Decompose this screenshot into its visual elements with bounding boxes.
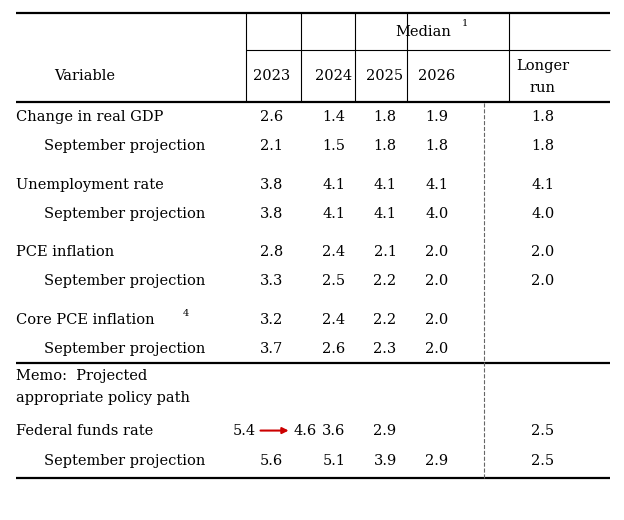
Text: 1.8: 1.8 xyxy=(531,110,555,124)
Text: September projection: September projection xyxy=(44,342,205,356)
Text: 2.0: 2.0 xyxy=(425,342,449,356)
Text: Change in real GDP: Change in real GDP xyxy=(16,110,163,124)
Text: 4.1: 4.1 xyxy=(426,178,448,191)
Text: 3.3: 3.3 xyxy=(260,275,283,288)
Text: 1.8: 1.8 xyxy=(373,139,397,153)
Text: 2.0: 2.0 xyxy=(425,245,449,259)
Text: 4.1: 4.1 xyxy=(374,178,396,191)
Text: 3.2: 3.2 xyxy=(260,313,283,327)
Text: September projection: September projection xyxy=(44,139,205,153)
Text: 1.8: 1.8 xyxy=(373,110,397,124)
Text: 4.1: 4.1 xyxy=(374,207,396,220)
Text: 4.1: 4.1 xyxy=(532,178,554,191)
Text: 2026: 2026 xyxy=(418,70,456,83)
Text: 3.8: 3.8 xyxy=(260,178,283,191)
Text: Longer: Longer xyxy=(516,59,570,73)
Text: 2025: 2025 xyxy=(366,70,404,83)
Text: 3.9: 3.9 xyxy=(373,454,397,467)
Text: 2.4: 2.4 xyxy=(322,245,346,259)
Text: 2.6: 2.6 xyxy=(322,342,346,356)
Text: September projection: September projection xyxy=(44,207,205,220)
Text: 4.0: 4.0 xyxy=(531,207,555,220)
Text: September projection: September projection xyxy=(44,275,205,288)
Text: 1.8: 1.8 xyxy=(425,139,449,153)
Text: 2.2: 2.2 xyxy=(373,275,397,288)
Text: 4.1: 4.1 xyxy=(323,207,345,220)
Text: 2.0: 2.0 xyxy=(425,313,449,327)
Text: 2024: 2024 xyxy=(315,70,353,83)
Text: 1.4: 1.4 xyxy=(323,110,345,124)
Text: 2.1: 2.1 xyxy=(374,245,396,259)
Text: 2.6: 2.6 xyxy=(260,110,283,124)
Text: 3.6: 3.6 xyxy=(322,424,346,437)
Text: 4.1: 4.1 xyxy=(323,178,345,191)
Text: Federal funds rate: Federal funds rate xyxy=(16,424,153,437)
Text: 1.9: 1.9 xyxy=(426,110,448,124)
Text: Memo:  Projected: Memo: Projected xyxy=(16,370,147,383)
Text: 3.8: 3.8 xyxy=(260,207,283,220)
Text: PCE inflation: PCE inflation xyxy=(16,245,114,259)
Text: 5.6: 5.6 xyxy=(260,454,283,467)
Text: 2.1: 2.1 xyxy=(260,139,283,153)
Text: 2.2: 2.2 xyxy=(373,313,397,327)
Text: 2.9: 2.9 xyxy=(425,454,449,467)
Text: 2.5: 2.5 xyxy=(531,454,555,467)
Text: 2.5: 2.5 xyxy=(322,275,346,288)
Text: 2.0: 2.0 xyxy=(531,275,555,288)
Text: 1: 1 xyxy=(462,19,469,28)
Text: 4.0: 4.0 xyxy=(425,207,449,220)
Text: 4: 4 xyxy=(183,309,189,318)
Text: 2.8: 2.8 xyxy=(260,245,283,259)
Text: 4.6: 4.6 xyxy=(294,424,317,437)
Text: Unemployment rate: Unemployment rate xyxy=(16,178,163,191)
Text: 2.4: 2.4 xyxy=(322,313,346,327)
Text: 2.0: 2.0 xyxy=(425,275,449,288)
Text: run: run xyxy=(530,81,556,95)
Text: 5.1: 5.1 xyxy=(323,454,345,467)
Text: September projection: September projection xyxy=(44,454,205,467)
Text: 3.7: 3.7 xyxy=(260,342,283,356)
Text: Variable: Variable xyxy=(54,70,115,83)
Text: Median: Median xyxy=(395,25,451,38)
Text: 1.5: 1.5 xyxy=(323,139,345,153)
Text: 5.4: 5.4 xyxy=(233,424,256,437)
Text: 2.0: 2.0 xyxy=(531,245,555,259)
Text: 2023: 2023 xyxy=(253,70,290,83)
Text: 2.5: 2.5 xyxy=(531,424,555,437)
Text: appropriate policy path: appropriate policy path xyxy=(16,392,190,405)
Text: 1.8: 1.8 xyxy=(531,139,555,153)
Text: 2.3: 2.3 xyxy=(373,342,397,356)
Text: 2.9: 2.9 xyxy=(373,424,397,437)
Text: Core PCE inflation: Core PCE inflation xyxy=(16,313,154,327)
